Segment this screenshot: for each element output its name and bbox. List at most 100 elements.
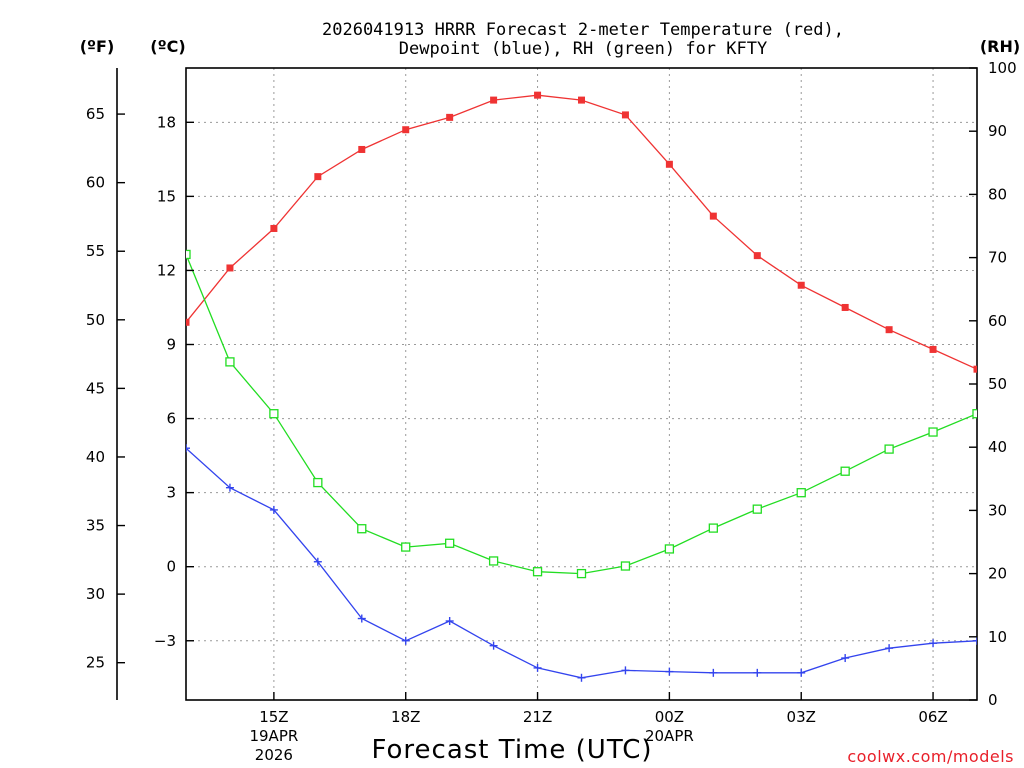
fahrenheit-tick-label: 55 <box>86 242 105 260</box>
rh-tick-label: 10 <box>988 628 1007 646</box>
fahrenheit-tick-label: 65 <box>86 105 105 123</box>
temperature-point <box>402 126 410 134</box>
rh-point <box>928 427 938 437</box>
rh-tick-label: 0 <box>988 691 998 709</box>
rh-point <box>972 409 977 419</box>
rh-tick-label: 50 <box>988 375 1007 393</box>
fahrenheit-tick-label: 40 <box>86 448 105 466</box>
fahrenheit-tick-label: 25 <box>86 654 105 672</box>
celsius-tick-label: 0 <box>166 558 176 576</box>
temperature-point <box>665 160 673 168</box>
dewpoint-point <box>577 673 586 682</box>
rh-tick-label: 100 <box>988 59 1017 77</box>
temperature-point <box>797 281 805 289</box>
temperature-point <box>534 91 542 99</box>
temperature-point <box>621 111 629 119</box>
dewpoint-point <box>709 668 718 677</box>
celsius-tick-label: 3 <box>166 484 176 502</box>
celsius-tick-label: 15 <box>157 187 176 205</box>
fahrenheit-unit-label: (ºF) <box>80 37 115 56</box>
fahrenheit-tick-label: 30 <box>86 585 105 603</box>
dewpoint-point <box>186 444 190 453</box>
x-tick-label: 15Z <box>259 708 288 726</box>
x-tick-label: 00Z <box>655 708 684 726</box>
chart-title-line1: 2026041913 HRRR Forecast 2-meter Tempera… <box>322 20 844 40</box>
rh-line <box>186 254 977 575</box>
grid-layer <box>186 68 977 700</box>
x-axis-title: Forecast Time (UTC) <box>371 735 652 765</box>
dewpoint-line <box>186 447 977 679</box>
dewpoint-point <box>929 639 938 648</box>
rh-tick-label: 90 <box>988 122 1007 140</box>
temperature-point <box>578 96 585 104</box>
dewpoint-point <box>753 668 762 677</box>
rh-tick-label: 70 <box>988 249 1007 267</box>
ticks-layer: 1815129630−36560555045403530251009080706… <box>86 59 1017 764</box>
rh-unit-label: (RH) <box>980 37 1020 56</box>
celsius-tick-label: 9 <box>166 336 176 354</box>
temperature-point <box>314 173 322 181</box>
series-group <box>186 91 977 682</box>
dewpoint-point <box>225 483 234 492</box>
credit-text: coolwx.com/models <box>847 747 1014 766</box>
rh-point <box>313 477 323 488</box>
x-tick-date-label: 19APR <box>249 727 298 745</box>
x-tick-label: 18Z <box>391 708 420 726</box>
dewpoint-point <box>313 557 322 566</box>
rh-point <box>840 466 850 476</box>
dewpoint-point <box>489 641 498 650</box>
celsius-tick-label: 12 <box>157 261 176 279</box>
dewpoint-point <box>665 667 674 676</box>
temperature-point <box>446 113 454 121</box>
rh-point <box>576 568 587 579</box>
temperature-point <box>270 224 278 232</box>
rh-point <box>884 444 894 454</box>
rh-tick-label: 80 <box>988 185 1007 203</box>
rh-point <box>357 524 367 534</box>
dewpoint-point <box>269 505 278 514</box>
x-tick-year-label: 2026 <box>255 746 293 764</box>
chart-title-line2: Dewpoint (blue), RH (green) for KFTY <box>399 39 767 59</box>
temperature-point <box>226 264 234 272</box>
x-tick-label: 21Z <box>523 708 552 726</box>
series-layer <box>186 91 977 682</box>
rh-point <box>532 567 543 577</box>
temperature-point <box>186 318 190 326</box>
rh-point <box>401 542 411 552</box>
x-tick-label: 03Z <box>787 708 816 726</box>
dewpoint-point <box>973 636 977 645</box>
fahrenheit-tick-label: 60 <box>86 174 105 192</box>
axes-layer <box>116 67 978 701</box>
fahrenheit-tick-label: 50 <box>86 311 105 329</box>
temperature-point <box>753 252 761 260</box>
rh-tick-label: 40 <box>988 438 1007 456</box>
dewpoint-point <box>533 663 542 672</box>
fahrenheit-tick-label: 35 <box>86 517 105 535</box>
temperature-point <box>709 212 717 220</box>
rh-tick-label: 60 <box>988 312 1007 330</box>
celsius-tick-label: −3 <box>154 632 176 650</box>
temperature-line <box>186 94 977 370</box>
temperature-point <box>490 96 498 104</box>
rh-point <box>488 556 499 566</box>
rh-point <box>664 544 675 554</box>
rh-point <box>269 409 279 419</box>
temperature-point <box>358 145 366 153</box>
x-tick-date-label: 20APR <box>645 727 694 745</box>
rh-tick-label: 30 <box>988 501 1007 519</box>
temperature-point <box>885 326 893 334</box>
dewpoint-point <box>401 636 410 645</box>
celsius-unit-label: (ºC) <box>150 37 185 56</box>
rh-tick-label: 20 <box>988 565 1007 583</box>
fahrenheit-tick-label: 45 <box>86 379 105 397</box>
rh-point <box>186 249 191 260</box>
plot-frame <box>185 67 978 701</box>
dewpoint-point <box>885 644 894 653</box>
dewpoint-point <box>621 666 630 675</box>
dewpoint-point <box>797 668 806 677</box>
rh-point <box>225 357 235 367</box>
dewpoint-point <box>841 654 850 663</box>
rh-point <box>796 488 806 498</box>
celsius-tick-label: 6 <box>166 410 176 428</box>
